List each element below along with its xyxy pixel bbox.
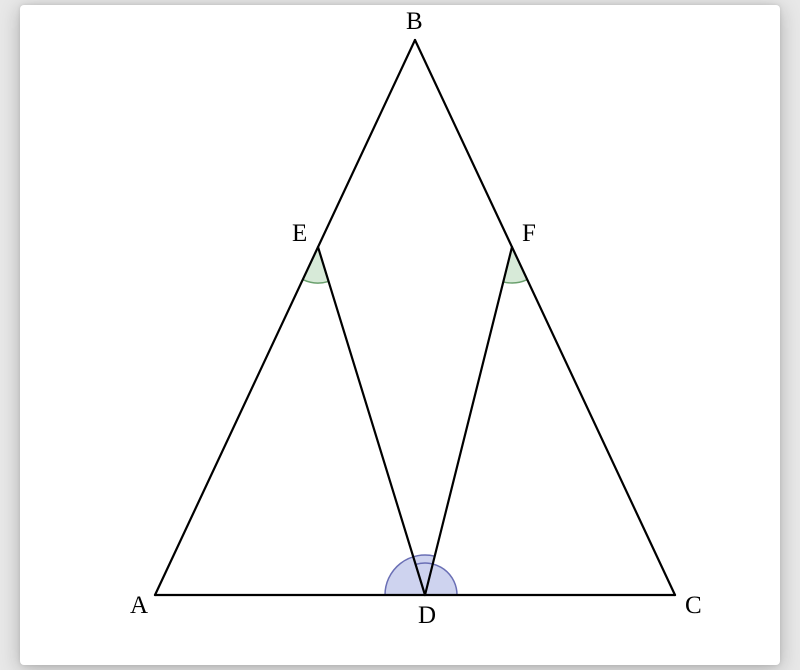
segment	[318, 247, 425, 595]
lines-group	[155, 40, 675, 595]
diagram-frame: A B C D E F	[20, 5, 780, 665]
segment	[155, 40, 415, 595]
point-label: D	[418, 602, 436, 629]
geometry-svg: A B C D E F	[20, 5, 780, 665]
point-label: B	[406, 8, 423, 35]
point-label: F	[522, 220, 536, 247]
angle-markers-group	[303, 247, 528, 595]
point-label: E	[292, 220, 307, 247]
point-label: C	[685, 592, 702, 619]
labels-group: A B C D E F	[130, 8, 702, 629]
point-label: A	[130, 592, 148, 619]
segment	[415, 40, 675, 595]
segment	[425, 247, 512, 595]
